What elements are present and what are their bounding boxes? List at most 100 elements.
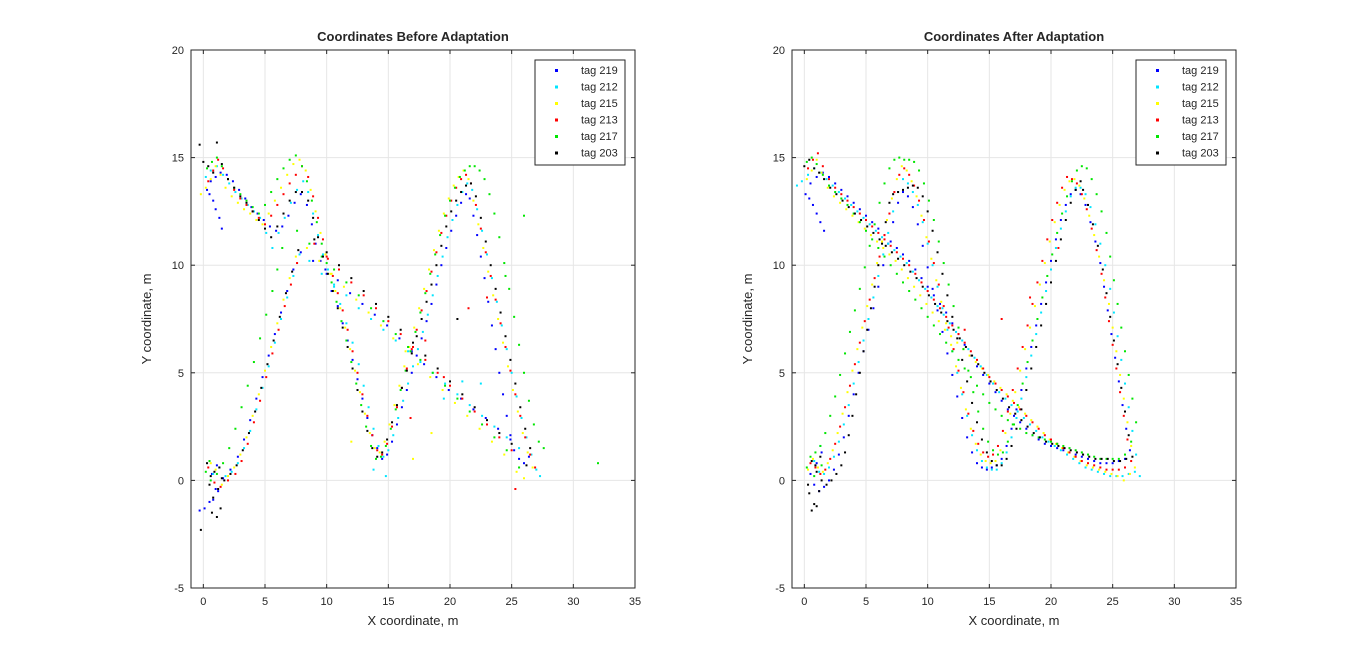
y-tick-label: -5 xyxy=(174,583,184,595)
data-point xyxy=(837,453,840,456)
data-point xyxy=(346,339,349,342)
data-point xyxy=(1106,309,1109,312)
data-point xyxy=(412,341,414,344)
data-point xyxy=(296,229,299,232)
data-point xyxy=(212,496,215,499)
data-point xyxy=(1013,414,1015,417)
chart-title: Coordinates After Adaptation xyxy=(924,29,1104,44)
data-point xyxy=(208,500,211,503)
data-point xyxy=(839,425,842,428)
data-point xyxy=(847,404,850,407)
data-point xyxy=(1038,283,1041,286)
data-point xyxy=(855,393,858,396)
data-point xyxy=(836,432,839,435)
legend-marker xyxy=(555,135,558,138)
data-point xyxy=(394,339,397,342)
data-point xyxy=(1124,350,1126,353)
data-point xyxy=(852,201,855,204)
data-point xyxy=(808,197,811,200)
data-point xyxy=(881,240,884,243)
data-point xyxy=(597,462,599,465)
data-point xyxy=(326,272,329,275)
data-point xyxy=(1025,389,1028,392)
data-point xyxy=(518,447,521,450)
data-point xyxy=(963,343,966,346)
data-point xyxy=(245,436,248,439)
data-point xyxy=(1004,397,1007,400)
data-point xyxy=(397,416,400,419)
data-point xyxy=(1014,391,1017,394)
data-point xyxy=(445,225,448,228)
data-point xyxy=(1000,457,1003,460)
data-point xyxy=(479,382,482,385)
data-point xyxy=(1130,460,1133,463)
data-point xyxy=(893,191,896,194)
data-point xyxy=(530,453,533,456)
data-point xyxy=(1051,253,1054,256)
data-point xyxy=(1116,302,1119,305)
data-point xyxy=(1000,464,1003,467)
data-point xyxy=(902,257,904,260)
data-point xyxy=(238,188,241,191)
data-point xyxy=(325,251,328,254)
data-point xyxy=(1064,210,1067,213)
data-point xyxy=(294,255,297,258)
data-point xyxy=(1075,169,1078,172)
data-point xyxy=(262,219,265,222)
data-point xyxy=(419,311,422,314)
data-point xyxy=(950,335,953,338)
data-point xyxy=(848,330,851,333)
data-point xyxy=(858,341,861,344)
data-point xyxy=(460,178,463,181)
data-point xyxy=(523,477,525,480)
data-point xyxy=(361,410,364,413)
data-point xyxy=(493,436,496,439)
data-point xyxy=(956,341,959,344)
data-point xyxy=(1105,468,1108,471)
data-point xyxy=(367,311,370,314)
data-point xyxy=(513,449,516,452)
data-point xyxy=(1005,457,1008,460)
data-point xyxy=(419,358,422,361)
data-point xyxy=(990,468,993,471)
data-point xyxy=(850,203,853,206)
data-point xyxy=(294,173,297,176)
data-point xyxy=(941,307,944,310)
legend-entry: tag 212 xyxy=(581,82,618,94)
data-point xyxy=(257,393,260,396)
data-point xyxy=(1096,244,1099,247)
data-point xyxy=(409,416,412,419)
data-point xyxy=(357,363,360,366)
data-point xyxy=(969,427,972,430)
data-point xyxy=(809,472,812,475)
data-point xyxy=(956,371,959,374)
data-point xyxy=(469,182,472,185)
data-point xyxy=(307,191,310,194)
data-point xyxy=(283,305,286,308)
data-point xyxy=(947,283,950,286)
data-point xyxy=(1090,178,1093,181)
data-point xyxy=(882,264,885,267)
data-point xyxy=(945,322,948,325)
data-point xyxy=(330,272,333,275)
data-point xyxy=(872,307,875,310)
data-point xyxy=(877,246,880,249)
data-point xyxy=(976,421,978,424)
data-point xyxy=(492,294,495,297)
data-point xyxy=(220,165,223,168)
data-point xyxy=(994,460,997,463)
data-point xyxy=(230,195,233,198)
data-point xyxy=(527,399,530,402)
data-point xyxy=(930,257,933,260)
data-point xyxy=(261,223,264,226)
data-point xyxy=(270,236,273,239)
data-point xyxy=(1080,451,1083,454)
data-point xyxy=(1035,333,1038,336)
data-point xyxy=(465,193,468,196)
data-point xyxy=(456,203,459,206)
data-point xyxy=(1000,414,1003,417)
data-point xyxy=(431,294,434,297)
data-point xyxy=(1050,281,1052,284)
data-point xyxy=(219,507,222,510)
